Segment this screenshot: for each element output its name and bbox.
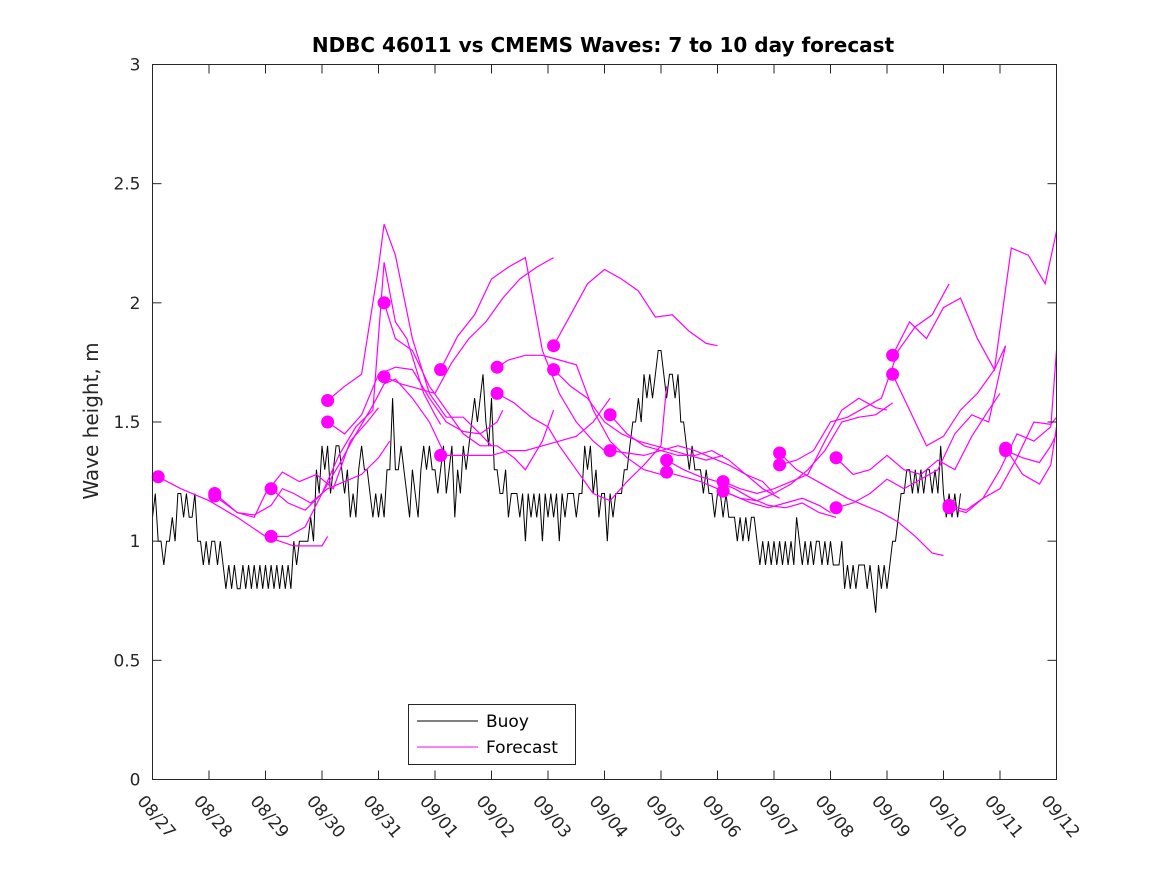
- y-tick-label: 0: [130, 771, 141, 791]
- x-tick-label: 09/09: [867, 792, 914, 842]
- x-tick-label: 08/30: [302, 792, 349, 842]
- x-tick-label: 09/10: [924, 792, 971, 842]
- forecast-line: [1005, 426, 1058, 485]
- forecast-marker: [547, 363, 561, 377]
- forecast-line: [496, 386, 668, 502]
- x-tick-label: 09/11: [980, 792, 1027, 842]
- forecast-line: [553, 268, 718, 347]
- forecast-marker: [321, 415, 335, 429]
- forecast-line: [327, 366, 504, 435]
- x-tick-label: 08/27: [133, 792, 180, 842]
- x-tick-label: 09/03: [528, 792, 575, 842]
- forecast-line: [835, 393, 1001, 476]
- x-tick-label: 09/05: [641, 792, 688, 842]
- y-tick-label: 3: [130, 56, 141, 76]
- y-tick-label: 1: [130, 532, 141, 552]
- forecast-line: [157, 476, 329, 547]
- forecast-line: [666, 459, 837, 518]
- forecast-line: [496, 354, 662, 475]
- forecast-marker: [434, 448, 448, 462]
- forecast-marker: [660, 453, 674, 467]
- y-tick-label: 2: [130, 294, 141, 314]
- x-tick-label: 09/12: [1037, 792, 1084, 842]
- forecast-marker: [773, 458, 787, 472]
- forecast-line: [270, 262, 442, 511]
- forecast-marker: [886, 348, 900, 362]
- forecast-line: [722, 402, 893, 502]
- forecast-line: [553, 369, 724, 461]
- chart-title: NDBC 46011 vs CMEMS Waves: 7 to 10 day f…: [312, 33, 895, 57]
- forecast-line: [214, 440, 391, 516]
- forecast-marker: [603, 444, 617, 458]
- buoy-line: [152, 350, 961, 613]
- forecast-marker: [660, 465, 674, 479]
- forecast-marker: [773, 446, 787, 460]
- forecast-marker: [264, 529, 278, 543]
- forecast-line: [892, 345, 1007, 447]
- forecast-marker: [942, 501, 956, 515]
- y-axis-label: Wave height, m: [79, 342, 103, 499]
- forecast-marker: [377, 370, 391, 384]
- y-tick-label: 1.5: [113, 413, 140, 433]
- x-tick-label: 08/28: [189, 792, 236, 842]
- forecast-line: [383, 302, 555, 471]
- x-tick-label: 09/01: [415, 792, 462, 842]
- forecast-line: [440, 397, 611, 456]
- forecast-line: [609, 414, 780, 499]
- forecast-marker: [603, 408, 617, 422]
- forecast-marker: [151, 470, 165, 484]
- y-tick-label: 0.5: [113, 651, 140, 671]
- forecast-marker: [321, 394, 335, 407]
- forecast-marker: [377, 296, 391, 310]
- y-tick-label: 2.5: [113, 175, 140, 195]
- forecast-marker: [999, 444, 1013, 458]
- forecast-line: [722, 397, 888, 495]
- forecast-marker: [434, 363, 448, 377]
- x-tick-label: 09/08: [811, 792, 858, 842]
- legend: Buoy Forecast: [408, 704, 576, 765]
- forecast-marker: [886, 367, 900, 381]
- forecast-marker: [716, 475, 730, 489]
- forecast-line: [948, 416, 1057, 514]
- forecast-line: [271, 378, 447, 538]
- x-tick-label: 09/06: [698, 792, 745, 842]
- x-tick-label: 08/31: [359, 792, 406, 842]
- plot-content: [151, 223, 1058, 613]
- forecast-marker: [829, 451, 843, 465]
- forecast-line: [610, 445, 775, 494]
- x-tick-label: 09/02: [472, 792, 519, 842]
- forecast-marker: [829, 501, 843, 515]
- forecast-line: [1005, 433, 1058, 464]
- forecast-line: [666, 471, 831, 514]
- legend-forecast-label: Forecast: [486, 738, 558, 758]
- x-tick-label: 09/07: [754, 792, 801, 842]
- forecast-line: [779, 283, 950, 466]
- forecast-marker: [208, 489, 222, 503]
- forecast-line: [440, 256, 605, 452]
- x-tick-label: 08/29: [246, 792, 293, 842]
- x-tick-label: 09/04: [585, 792, 632, 842]
- forecast-marker: [264, 482, 278, 496]
- forecast-line: [327, 223, 492, 447]
- forecast-marker: [490, 360, 504, 374]
- forecast-line: [779, 452, 944, 557]
- legend-box: [408, 704, 576, 765]
- forecast-line: [892, 231, 1058, 372]
- forecast-line: [383, 257, 554, 395]
- forecast-marker: [716, 484, 730, 498]
- forecast-marker: [547, 339, 561, 353]
- forecast-marker: [490, 386, 504, 400]
- forecast-line: [835, 345, 1007, 509]
- legend-buoy-label: Buoy: [486, 712, 529, 732]
- forecast-line: [948, 350, 1058, 511]
- y-axis: 0 0.5 1 1.5 2 2.5 3: [113, 56, 1057, 791]
